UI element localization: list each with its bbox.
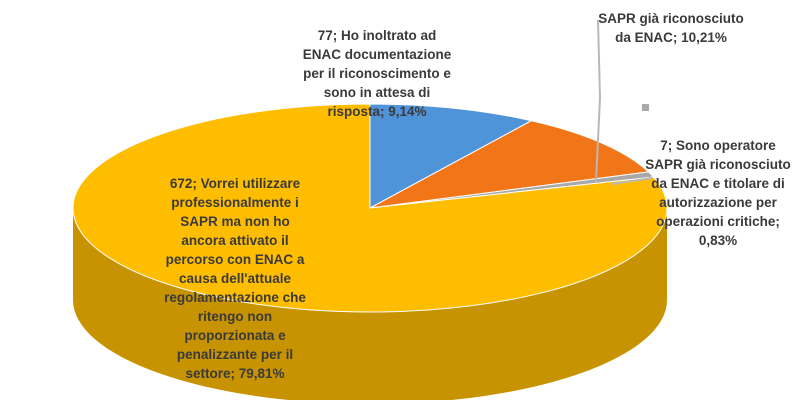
label-yellow-slice: 672; Vorrei utilizzare professionalmente… — [140, 136, 330, 383]
pie-slice-0 — [369, 103, 533, 209]
leader-line-orange — [595, 19, 602, 183]
pie-slice-side-3 — [73, 208, 667, 400]
pie-slice-3 — [72, 103, 668, 313]
legend-marker-gray — [642, 104, 649, 111]
label-blue-slice: 77; Ho inoltrato ad ENAC documentazione … — [302, 28, 452, 119]
label-orange-slice: SAPR già riconosciuto da ENAC; 10,21% — [598, 11, 744, 45]
pie-slice-1 — [369, 120, 650, 209]
leader-line-gray — [611, 177, 653, 185]
label-gray-slice: 7; Sono operatore SAPR già riconosciuto … — [640, 98, 796, 250]
legend-marker-yellow — [147, 142, 154, 149]
